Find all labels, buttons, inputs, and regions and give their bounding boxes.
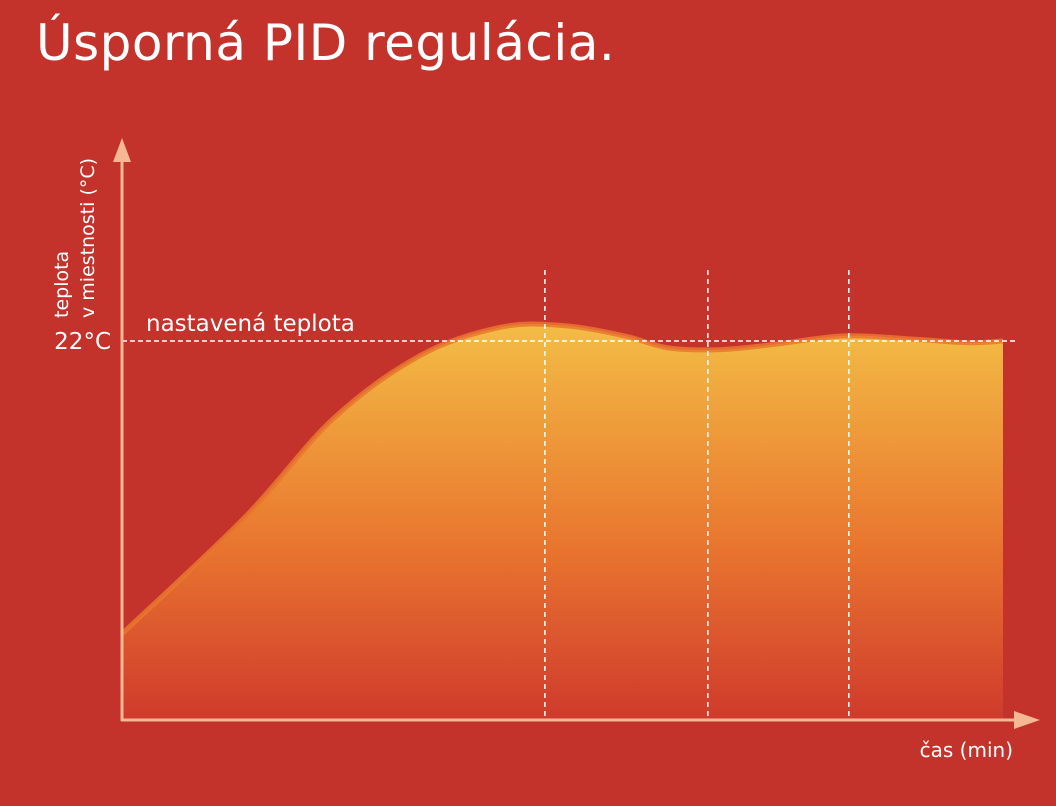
y-axis-label-line2: v miestnosti (°C): [77, 158, 99, 318]
y-axis-label-line1: teplota: [51, 251, 73, 318]
page-title: Úsporná PID regulácia.: [36, 14, 616, 72]
temperature-curve: [120, 321, 1004, 636]
marker-lines: [544, 270, 850, 720]
setpoint-label: nastavená teplota: [146, 311, 355, 337]
setpoint-tick-label: 22°C: [54, 329, 111, 355]
temperature-area: [122, 323, 1003, 720]
y-axis-arrow: [113, 138, 131, 162]
x-axis-arrow: [1014, 711, 1040, 729]
x-axis-label: čas (min): [920, 738, 1013, 762]
